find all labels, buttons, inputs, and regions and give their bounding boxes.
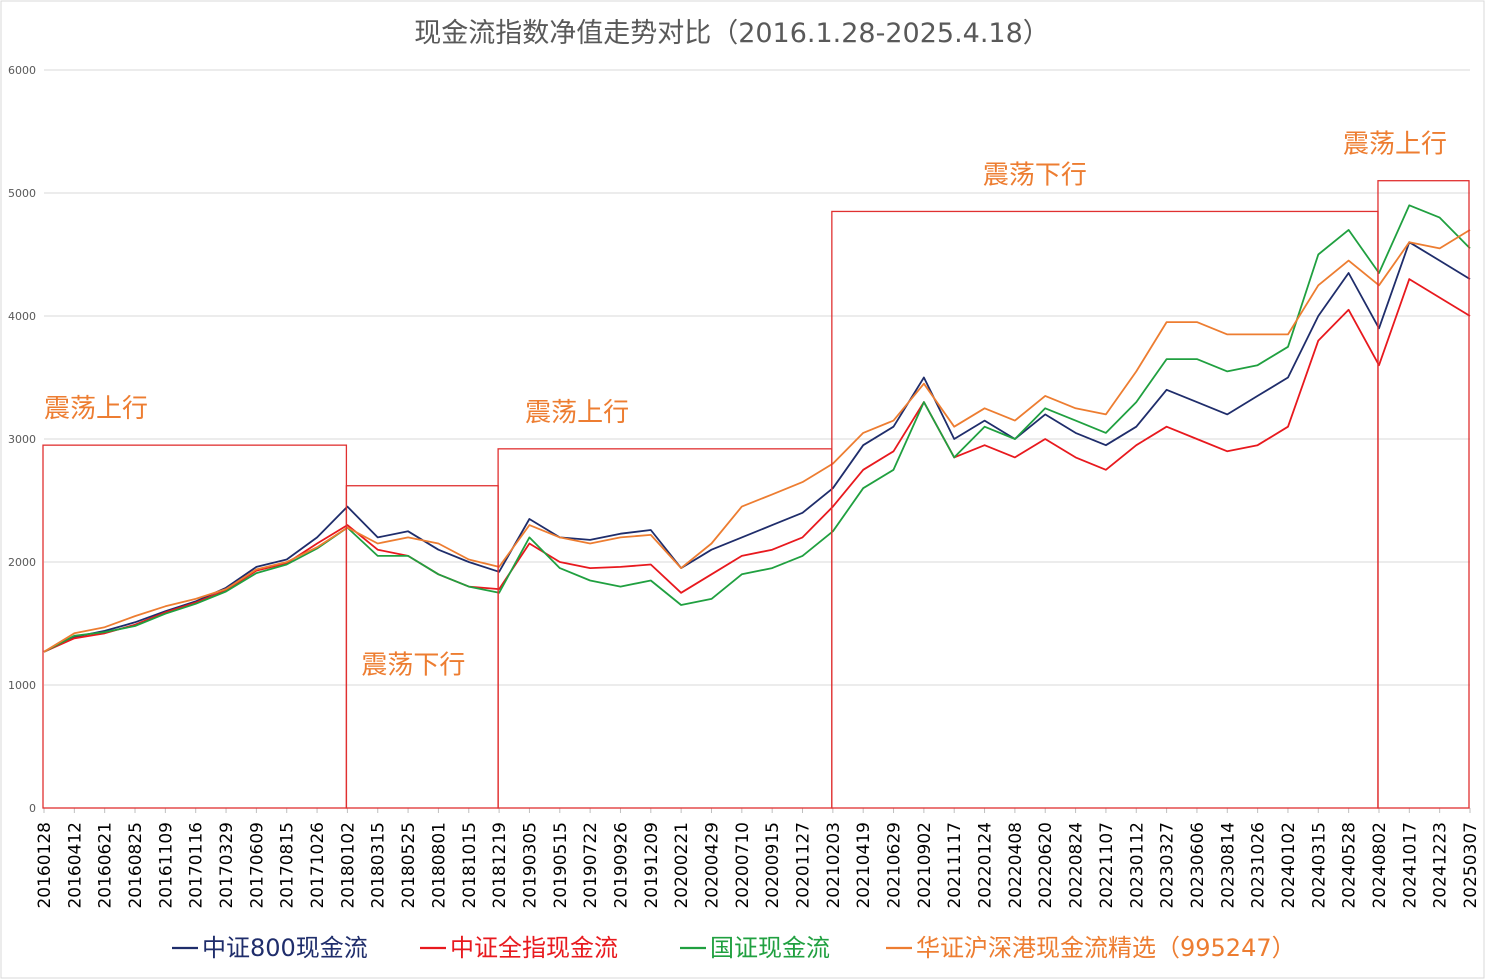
- x-tick-label: 20241017: [1400, 822, 1420, 909]
- x-tick-label: 20221107: [1097, 822, 1117, 909]
- legend-label: 中证800现金流: [202, 934, 368, 962]
- x-tick-label: 20161109: [156, 822, 176, 909]
- x-tick-label: 20230327: [1158, 822, 1178, 909]
- x-tick-label: 20160621: [96, 822, 116, 909]
- x-tick-label: 20210203: [824, 822, 844, 909]
- annotation-box: [42, 444, 348, 809]
- x-tick-label: 20191209: [642, 822, 662, 909]
- legend-label: 中证全指现金流: [450, 934, 618, 962]
- series-line: [43, 229, 1471, 653]
- x-tick-label: 20241223: [1431, 822, 1451, 909]
- x-tick-label: 20231026: [1249, 822, 1269, 909]
- x-tick-label: 20200710: [733, 822, 753, 909]
- y-tick-label: 0: [29, 802, 36, 815]
- x-tick-label: 20190722: [581, 822, 601, 909]
- legend-label: 国证现金流: [710, 934, 830, 962]
- x-tick-label: 20240802: [1370, 822, 1390, 909]
- x-tick-label: 20170815: [278, 822, 298, 909]
- x-tick-label: 20181219: [490, 822, 510, 909]
- annotation-label: 震荡下行: [361, 651, 465, 681]
- x-tick-label: 20220408: [1006, 822, 1026, 909]
- x-tick-label: 20170329: [217, 822, 237, 909]
- legend: 中证800现金流 中证全指现金流 国证现金流 华证沪深港现金流精选（995247）: [172, 934, 1296, 962]
- x-tick-label: 20220620: [1036, 822, 1056, 909]
- y-tick-label: 2000: [8, 556, 36, 569]
- x-tick-label: 20190305: [520, 822, 540, 909]
- x-tick-label: 20180102: [338, 822, 358, 909]
- x-tick-label: 20180801: [429, 822, 449, 909]
- series-lines: [43, 204, 1471, 653]
- x-tick-label: 20210419: [854, 822, 874, 909]
- x-tick-label: 20160128: [35, 822, 55, 909]
- x-axis-ticks: 20160128 20160412 20160621 20160825 20161109…: [35, 808, 1481, 909]
- y-tick-label: 4000: [8, 310, 36, 323]
- x-tick-label: 20240528: [1340, 822, 1360, 909]
- series-line: [43, 278, 1471, 653]
- annotation-box: [345, 485, 499, 809]
- series-line: [43, 241, 1471, 653]
- legend-label: 华证沪深港现金流精选（995247）: [916, 934, 1296, 962]
- x-tick-label: 20200221: [672, 822, 692, 909]
- y-tick-label: 6000: [8, 64, 36, 77]
- y-axis-ticks: 0 1000 2000 3000 4000 5000 6000: [8, 64, 36, 815]
- x-tick-label: 20250307: [1461, 822, 1481, 909]
- annotation-label: 震荡上行: [1343, 130, 1447, 160]
- chart-title: 现金流指数净值走势对比（2016.1.28-2025.4.18）: [414, 18, 1050, 49]
- x-tick-label: 20200915: [763, 822, 783, 909]
- x-tick-label: 20220824: [1067, 822, 1087, 909]
- x-tick-label: 20170609: [247, 822, 267, 909]
- y-tick-label: 3000: [8, 433, 36, 446]
- x-tick-label: 20180315: [369, 822, 389, 909]
- annotation-label: 震荡上行: [525, 398, 629, 428]
- x-tick-label: 20171026: [308, 822, 328, 909]
- x-tick-label: 20160825: [126, 822, 146, 909]
- x-tick-label: 20230112: [1127, 822, 1147, 909]
- x-tick-label: 20210902: [915, 822, 935, 909]
- annotation-box: [497, 448, 833, 809]
- x-tick-label: 20210629: [885, 822, 905, 909]
- x-tick-label: 20211117: [945, 822, 965, 909]
- x-tick-label: 20200429: [702, 822, 722, 909]
- x-tick-label: 20220124: [976, 822, 996, 909]
- y-tick-label: 5000: [8, 187, 36, 200]
- x-tick-label: 20230606: [1188, 822, 1208, 909]
- x-tick-label: 20240315: [1309, 822, 1329, 909]
- grid-lines: [44, 69, 1470, 809]
- x-tick-label: 20190926: [611, 822, 631, 909]
- series-line: [43, 204, 1471, 653]
- annotation-box: [1377, 180, 1470, 809]
- x-tick-label: 20170116: [187, 822, 207, 909]
- annotation-label: 震荡下行: [983, 160, 1087, 190]
- x-tick-label: 20230814: [1218, 822, 1238, 909]
- x-tick-label: 20201127: [794, 822, 814, 909]
- x-tick-label: 20180525: [399, 822, 419, 909]
- x-tick-label: 20181015: [460, 822, 480, 909]
- y-tick-label: 1000: [8, 679, 36, 692]
- x-tick-label: 20190515: [551, 822, 571, 909]
- annotation-label: 震荡上行: [44, 394, 148, 424]
- annotation-box: [831, 210, 1379, 809]
- x-tick-label: 20160412: [65, 822, 85, 909]
- x-tick-label: 20240102: [1279, 822, 1299, 909]
